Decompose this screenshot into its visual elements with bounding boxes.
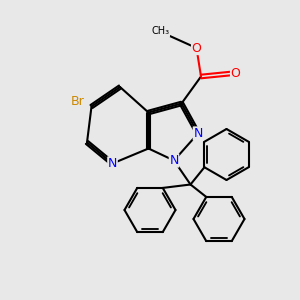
Text: N: N <box>108 157 117 170</box>
Text: N: N <box>169 154 179 167</box>
Text: N: N <box>193 127 203 140</box>
Text: O: O <box>231 67 240 80</box>
Text: CH₃: CH₃ <box>152 26 169 37</box>
Text: Br: Br <box>71 95 85 109</box>
Text: O: O <box>192 41 201 55</box>
